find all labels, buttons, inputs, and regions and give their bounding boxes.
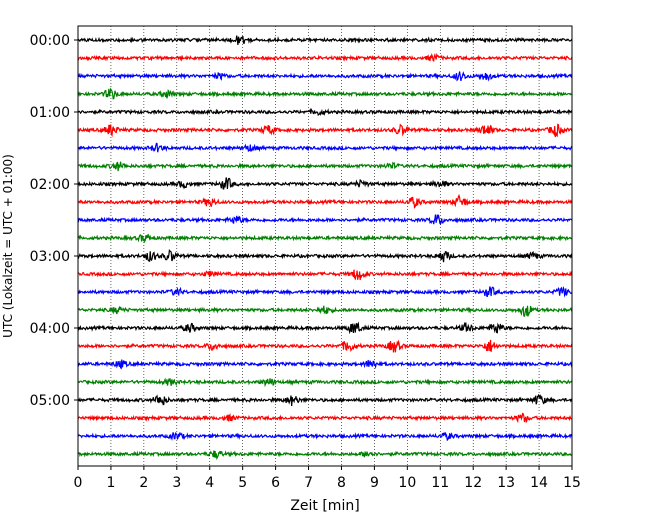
y-tick-label: 00:00 [30, 33, 70, 49]
y-tick-label: 05:00 [30, 393, 70, 409]
x-tick-label: 4 [205, 475, 214, 491]
y-tick-label: 04:00 [30, 321, 70, 337]
trace-0130 [77, 142, 573, 153]
x-axis-label: Zeit [min] [290, 498, 359, 514]
x-tick-label: 14 [530, 475, 548, 491]
x-tick-label: 0 [74, 475, 83, 491]
x-tick-label: 5 [238, 475, 247, 491]
trace-0545 [77, 450, 573, 461]
x-axis-ticks: 0 1 2 3 4 5 6 7 8 9 10 11 12 13 14 15 [74, 466, 581, 491]
x-tick-label: 8 [337, 475, 346, 491]
trace-0115 [77, 123, 573, 138]
y-tick-label: 02:00 [30, 177, 70, 193]
x-tick-label: 12 [464, 475, 482, 491]
y-tick-label: 01:00 [30, 105, 70, 121]
y-tick-label: 03:00 [30, 249, 70, 265]
trace-0345 [77, 305, 573, 318]
x-tick-label: 3 [172, 475, 181, 491]
trace-0145 [77, 161, 573, 172]
y-axis-ticks: 00:00 01:00 02:00 03:00 04:00 05:00 [30, 33, 78, 409]
trace-0445 [77, 377, 573, 388]
trace-0100 [77, 107, 573, 117]
y-axis-label: UTC (Lokalzeit = UTC + 01:00) [1, 154, 15, 338]
trace-0045 [77, 87, 573, 100]
x-tick-label: 13 [497, 475, 515, 491]
trace-0515 [77, 412, 572, 424]
grid-lines [110, 26, 540, 466]
x-tick-label: 11 [431, 475, 449, 491]
x-tick-label: 7 [304, 475, 313, 491]
trace-0000 [77, 35, 573, 45]
x-tick-label: 2 [139, 475, 148, 491]
x-tick-label: 1 [106, 475, 115, 491]
trace-0400 [77, 321, 573, 335]
trace-0215 [78, 193, 573, 209]
trace-0200 [77, 177, 573, 190]
trace-0430 [77, 359, 573, 370]
x-tick-label: 15 [563, 475, 581, 491]
trace-0300 [77, 248, 573, 263]
trace-0030 [78, 71, 573, 82]
trace-0015 [77, 52, 573, 62]
trace-0500 [77, 393, 573, 406]
x-tick-label: 9 [370, 475, 379, 491]
trace-0330 [77, 286, 573, 298]
trace-0530 [77, 432, 573, 442]
plot-frame [77, 25, 573, 467]
trace-0415 [77, 339, 573, 353]
seismogram-traces [77, 35, 573, 461]
trace-0230 [77, 213, 573, 225]
x-tick-label: 10 [398, 475, 416, 491]
trace-0245 [77, 233, 573, 244]
trace-0315 [77, 269, 573, 281]
x-tick-label: 6 [271, 475, 280, 491]
